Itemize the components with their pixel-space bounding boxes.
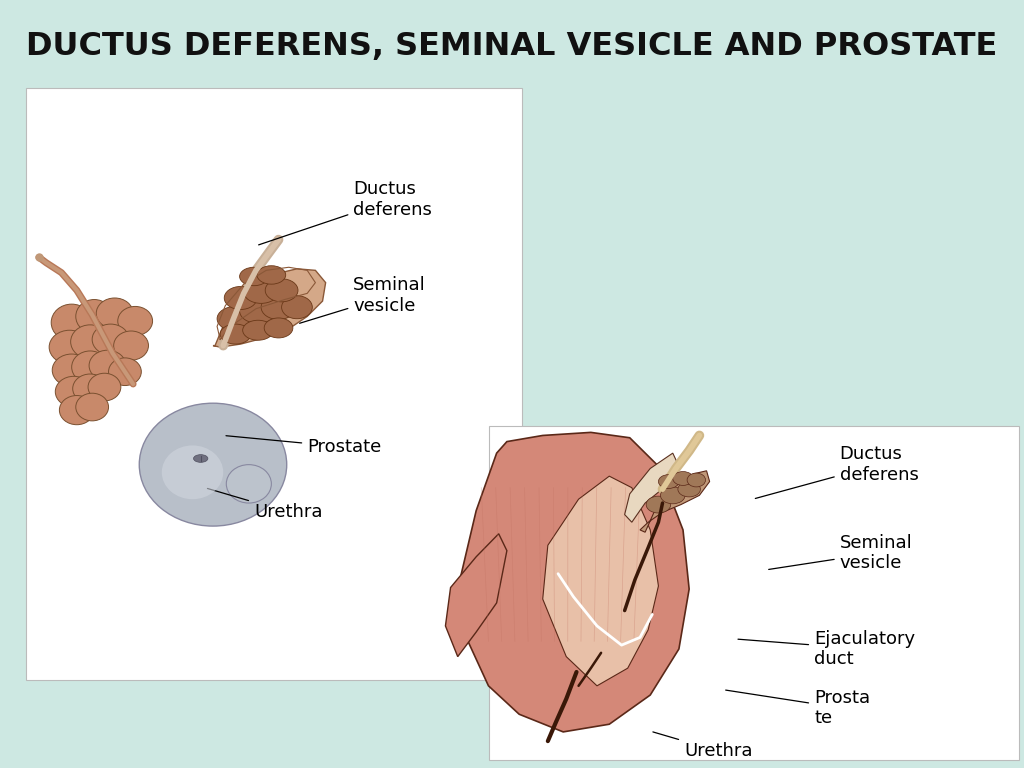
Polygon shape [543, 476, 658, 686]
Ellipse shape [282, 296, 312, 319]
Ellipse shape [139, 403, 287, 526]
Ellipse shape [687, 473, 706, 487]
Ellipse shape [88, 373, 121, 401]
Ellipse shape [261, 295, 296, 319]
Ellipse shape [243, 320, 273, 340]
Text: Prosta
te: Prosta te [726, 689, 870, 727]
Ellipse shape [240, 267, 268, 286]
Polygon shape [445, 534, 507, 657]
Text: Prostate: Prostate [226, 435, 382, 456]
Ellipse shape [59, 396, 94, 425]
Ellipse shape [257, 266, 286, 284]
Text: Ejaculatory
duct: Ejaculatory duct [738, 630, 915, 668]
Ellipse shape [224, 286, 257, 310]
Polygon shape [625, 453, 679, 522]
Ellipse shape [194, 455, 208, 462]
Text: Ductus
deferens: Ductus deferens [756, 445, 919, 498]
Text: Urethra: Urethra [653, 732, 753, 760]
Text: Ductus
deferens: Ductus deferens [259, 180, 432, 245]
Ellipse shape [678, 482, 700, 497]
Ellipse shape [240, 299, 276, 323]
Ellipse shape [220, 324, 251, 344]
Ellipse shape [217, 306, 254, 331]
Ellipse shape [52, 354, 91, 386]
Polygon shape [640, 471, 710, 532]
Text: Seminal
vesicle: Seminal vesicle [769, 534, 912, 572]
Ellipse shape [660, 487, 685, 504]
Polygon shape [461, 432, 689, 732]
Ellipse shape [244, 280, 279, 303]
Ellipse shape [162, 445, 223, 499]
Text: Seminal
vesicle: Seminal vesicle [300, 276, 426, 323]
Ellipse shape [89, 350, 126, 381]
Ellipse shape [646, 496, 671, 513]
Ellipse shape [226, 465, 271, 503]
Ellipse shape [265, 279, 298, 302]
Text: DUCTUS DEFERENS, SEMINAL VESICLE AND PROSTATE: DUCTUS DEFERENS, SEMINAL VESICLE AND PRO… [27, 31, 997, 61]
Text: Urethra: Urethra [208, 488, 323, 521]
FancyBboxPatch shape [489, 426, 1019, 760]
Ellipse shape [76, 300, 113, 333]
Ellipse shape [673, 472, 693, 485]
FancyBboxPatch shape [26, 88, 522, 680]
Ellipse shape [92, 324, 129, 355]
Ellipse shape [264, 318, 293, 338]
Ellipse shape [73, 374, 108, 403]
Ellipse shape [51, 304, 92, 341]
Ellipse shape [114, 331, 148, 360]
Ellipse shape [76, 393, 109, 421]
Ellipse shape [109, 358, 141, 386]
Ellipse shape [71, 325, 110, 359]
Ellipse shape [55, 376, 92, 407]
Ellipse shape [96, 298, 133, 329]
Ellipse shape [49, 330, 90, 364]
Polygon shape [213, 269, 326, 347]
Ellipse shape [118, 306, 153, 336]
Ellipse shape [658, 475, 679, 488]
Ellipse shape [72, 351, 109, 383]
